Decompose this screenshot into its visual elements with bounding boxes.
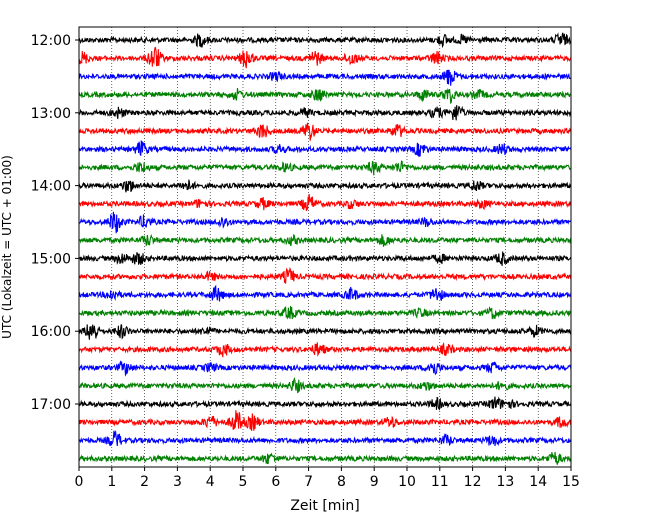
trace-1530 — [78, 284, 572, 302]
trace-1415 — [78, 193, 572, 211]
trace-1345 — [78, 160, 572, 176]
trace-1330 — [78, 139, 572, 157]
trace-1600 — [78, 324, 572, 340]
x-tick-label: 4 — [206, 474, 215, 490]
trace-1615 — [78, 341, 572, 358]
seismic-traces — [78, 32, 572, 465]
trace-1230 — [78, 69, 572, 86]
trace-1630 — [78, 360, 572, 377]
x-tick-label: 11 — [431, 474, 449, 490]
x-tick-label: 13 — [496, 474, 514, 490]
trace-1645 — [78, 376, 572, 394]
x-tick-label: 6 — [271, 474, 280, 490]
trace-1545 — [78, 305, 572, 320]
x-tick-label: 8 — [337, 474, 346, 490]
trace-1315 — [78, 122, 572, 141]
x-axis-label: Zeit [min] — [290, 498, 359, 514]
plot-area-frame — [78, 26, 572, 468]
y-tick-label: 17:00 — [31, 397, 71, 413]
y-tick-label: 13:00 — [31, 106, 71, 122]
y-tick-label: 16:00 — [31, 324, 71, 340]
x-tick-label: 10 — [398, 474, 416, 490]
y-tick-label: 12:00 — [31, 33, 71, 49]
trace-1300 — [78, 105, 572, 121]
trace-1715 — [78, 410, 572, 431]
trace-1745 — [78, 451, 572, 465]
y-tick-label: 15:00 — [31, 251, 71, 267]
x-tick-label: 0 — [75, 474, 84, 490]
x-tick-label: 15 — [562, 474, 580, 490]
x-tick-label: 14 — [529, 474, 547, 490]
vertical-grid — [111, 27, 539, 467]
trace-1245 — [78, 88, 572, 105]
y-axis-ticks: 12:00 13:00 14:00 15:00 16:00 17:00 — [31, 33, 79, 413]
x-tick-label: 9 — [370, 474, 379, 490]
trace-1430 — [78, 211, 572, 234]
x-axis-ticks: 0 1 2 3 4 5 6 7 8 9 10 11 12 13 14 15 — [75, 467, 580, 490]
trace-1215 — [78, 46, 572, 69]
y-tick-label: 14:00 — [31, 179, 71, 195]
x-tick-label: 7 — [304, 474, 313, 490]
trace-1730 — [78, 430, 572, 447]
x-tick-label: 2 — [140, 474, 149, 490]
trace-1500 — [78, 251, 572, 267]
trace-1445 — [78, 233, 572, 247]
trace-1700 — [78, 396, 572, 411]
x-tick-label: 5 — [239, 474, 248, 490]
x-tick-label: 12 — [464, 474, 482, 490]
trace-1200 — [78, 32, 572, 49]
x-tick-label: 3 — [173, 474, 182, 490]
x-tick-label: 1 — [107, 474, 116, 490]
y-axis-label: UTC (Lokalzeit = UTC + 01:00) — [0, 155, 14, 339]
trace-1515 — [78, 266, 572, 284]
trace-1400 — [78, 179, 572, 193]
